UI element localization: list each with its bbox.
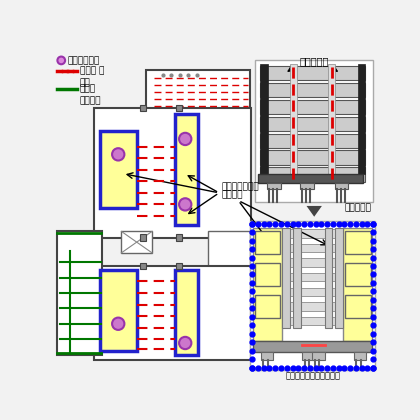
Bar: [345, 263, 371, 286]
Circle shape: [58, 57, 65, 64]
Bar: [58, 231, 102, 354]
Bar: [175, 270, 198, 354]
Bar: [100, 131, 137, 208]
Bar: [260, 168, 365, 182]
Bar: [260, 117, 365, 131]
Bar: [257, 173, 363, 183]
Bar: [175, 113, 198, 225]
Circle shape: [112, 318, 124, 330]
Bar: [140, 105, 146, 111]
Text: 耐震壁 他: 耐震壁 他: [80, 67, 104, 76]
Bar: [255, 295, 280, 318]
Bar: [282, 317, 343, 325]
Bar: [253, 341, 373, 352]
Bar: [250, 221, 375, 370]
Bar: [253, 228, 282, 341]
Bar: [207, 231, 250, 268]
Bar: [260, 64, 268, 173]
Text: 既存利用: 既存利用: [80, 96, 101, 105]
Bar: [260, 150, 365, 165]
Circle shape: [179, 133, 192, 145]
Bar: [260, 66, 365, 80]
Circle shape: [179, 198, 192, 210]
Bar: [282, 228, 290, 328]
Bar: [302, 352, 315, 360]
Bar: [282, 229, 343, 237]
Bar: [345, 231, 371, 254]
Text: ダブルフレーム: ダブルフレーム: [221, 182, 259, 191]
Bar: [300, 183, 314, 189]
Circle shape: [112, 148, 124, 160]
Bar: [343, 228, 373, 341]
Bar: [282, 244, 343, 252]
Bar: [354, 352, 366, 360]
Bar: [255, 231, 280, 254]
Bar: [255, 263, 280, 286]
Bar: [261, 352, 273, 360]
Bar: [140, 234, 146, 241]
Bar: [94, 108, 252, 237]
Bar: [328, 64, 336, 173]
Text: 耐震補強: 耐震補強: [221, 191, 243, 200]
Bar: [255, 60, 373, 202]
Bar: [358, 64, 365, 173]
Bar: [336, 228, 343, 328]
Bar: [282, 288, 343, 296]
Bar: [176, 234, 182, 241]
Bar: [312, 352, 325, 360]
Bar: [282, 273, 343, 281]
Text: ＜改修前＞: ＜改修前＞: [345, 204, 372, 213]
Bar: [260, 83, 365, 97]
Bar: [176, 105, 182, 111]
Bar: [260, 100, 365, 114]
Bar: [260, 134, 365, 148]
Bar: [121, 231, 152, 253]
Bar: [282, 302, 343, 311]
Bar: [345, 295, 371, 318]
Bar: [140, 263, 146, 269]
Bar: [100, 270, 137, 351]
Bar: [335, 183, 349, 189]
Text: 耐震壁撤去: 耐震壁撤去: [299, 56, 329, 66]
Bar: [267, 183, 281, 189]
Circle shape: [179, 337, 192, 349]
Text: 設備スペース: 設備スペース: [67, 56, 100, 65]
Text: ＜耐震壁撤去・補強後＞: ＜耐震壁撤去・補強後＞: [285, 371, 340, 381]
Bar: [290, 64, 297, 173]
Polygon shape: [307, 206, 322, 217]
Text: 耐震壁: 耐震壁: [80, 84, 96, 93]
Bar: [282, 258, 343, 267]
Bar: [176, 263, 182, 269]
Bar: [94, 266, 252, 360]
Bar: [325, 228, 332, 328]
Bar: [293, 228, 301, 328]
Bar: [146, 70, 250, 112]
Text: 撤去: 撤去: [80, 78, 90, 87]
